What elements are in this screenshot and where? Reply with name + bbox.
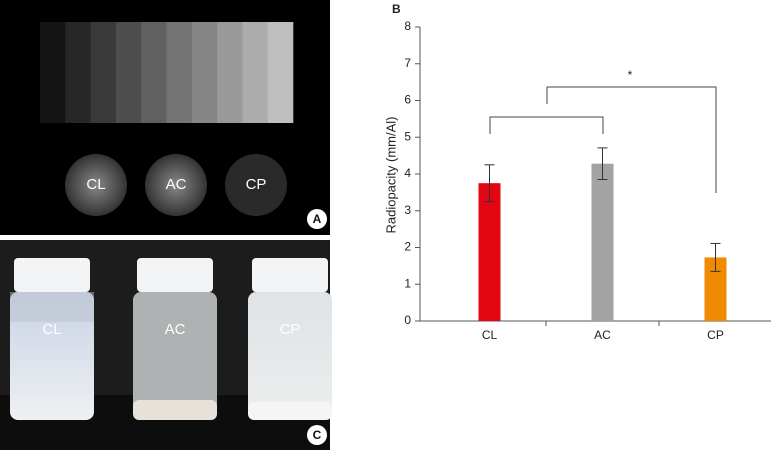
sample-disc <box>65 154 127 216</box>
vial-label: AC <box>165 321 186 338</box>
sample-label: CP <box>246 176 267 193</box>
y-tick-label: 1 <box>404 276 411 290</box>
panel-label: C <box>313 428 322 442</box>
error-bar <box>597 147 608 181</box>
wedge-step <box>115 22 142 123</box>
sample-label: CL <box>86 176 105 193</box>
bar <box>591 163 614 321</box>
error-bar <box>484 164 495 203</box>
step-wedge <box>40 22 294 123</box>
significance-mark: * <box>628 68 633 82</box>
wedge-step <box>267 22 294 123</box>
y-tick-label: 8 <box>404 19 411 33</box>
wedge-step <box>242 22 268 123</box>
wedge-step <box>141 22 167 123</box>
badge <box>307 425 327 445</box>
y-tick-label: 3 <box>404 203 411 217</box>
vial <box>248 258 332 420</box>
y-tick-label: 5 <box>404 129 411 143</box>
significance-bracket <box>489 86 717 193</box>
wedge-step <box>90 22 117 123</box>
panel-label: B <box>392 2 401 16</box>
x-tick-label: CP <box>707 328 724 342</box>
sample-label: AC <box>166 176 187 193</box>
x-tick-label: AC <box>594 328 611 342</box>
vial-label: CP <box>280 321 301 338</box>
wedge-step <box>65 22 91 123</box>
vial <box>10 258 94 420</box>
bar <box>478 183 501 321</box>
wedge-step <box>166 22 193 123</box>
sample-disc <box>225 154 287 216</box>
panel-label: A <box>313 212 322 226</box>
y-tick-label: 0 <box>404 313 411 327</box>
y-tick-label: 2 <box>404 240 411 254</box>
wedge-step <box>40 22 66 123</box>
bar <box>704 257 727 321</box>
wedge-step <box>217 22 243 123</box>
y-tick-label: 7 <box>404 56 411 70</box>
error-bar <box>710 242 721 272</box>
y-tick-label: 4 <box>404 166 411 180</box>
wedge-step <box>191 22 218 123</box>
vial <box>133 258 217 420</box>
vial-label: CL <box>42 321 61 338</box>
y-axis-label: Radiopacity (mm/Al) <box>383 116 398 233</box>
sample-disc <box>145 154 207 216</box>
badge <box>307 209 327 229</box>
y-tick-label: 6 <box>404 93 411 107</box>
x-tick-label: CL <box>482 328 498 342</box>
